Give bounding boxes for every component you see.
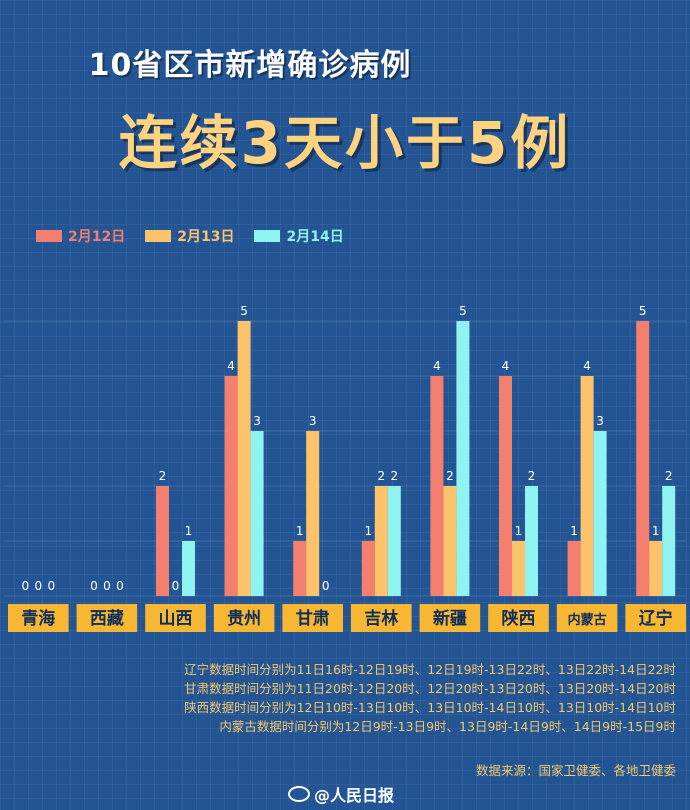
legend-swatch-feb13 [145,230,172,242]
legend-item-feb12: 2月12日 [36,226,125,246]
data-label: 2 [446,469,454,483]
category-label-box [8,604,69,632]
chart-title: 10省区市新增确诊病例 [88,48,412,83]
bar [593,431,607,596]
bar [499,376,512,596]
legend-item-feb14: 2月14日 [254,226,344,246]
data-label: 2 [528,469,536,483]
data-label: 2 [377,469,385,483]
category-label: 山西 [159,609,193,629]
category-label: 吉林 [364,608,398,629]
category-label: 甘肃 [296,608,330,629]
bar [567,541,581,596]
bar [306,431,320,596]
data-label: 1 [296,524,304,538]
data-label: 0 [34,579,42,593]
legend: 2月12日 2月13日 2月14日 [36,226,344,246]
data-label: 0 [21,579,29,593]
data-label: 0 [322,579,330,593]
category-label-box [213,604,275,632]
data-label: 0 [90,579,98,593]
data-label: 5 [459,304,467,318]
data-label: 4 [502,359,510,373]
data-label: 1 [185,524,193,538]
data-label: 4 [227,359,235,373]
category-label-box [625,604,686,632]
legend-item-feb13: 2月13日 [145,226,234,246]
legend-swatch-feb14 [254,230,281,242]
bar [443,486,457,596]
bar [182,541,195,596]
data-label: 5 [639,304,647,318]
data-label: 0 [172,579,180,593]
watermark-text: @人民日报 [314,786,395,805]
data-label: 2 [159,469,167,483]
category-label: 内蒙古 [568,612,607,628]
data-label: 0 [47,579,55,593]
bar [237,321,251,596]
category-label-box [488,604,549,632]
bar [293,541,307,596]
category-label-box [419,604,481,632]
data-label: 3 [596,414,604,428]
data-label: 1 [515,524,523,538]
note-liaoning: 辽宁数据时间分别为11日16时-12日19时、12日19时-13日22时、13日… [184,662,676,677]
category-label: 西藏 [90,609,124,629]
category-label-box [351,604,412,632]
data-label: 1 [652,524,660,538]
bar [430,376,444,596]
category-label-box [145,604,206,632]
legend-swatch-feb12 [36,230,62,242]
bar [636,321,650,596]
data-label: 2 [665,469,673,483]
bar [525,486,538,596]
data-label: 3 [309,414,317,428]
category-label-box [76,604,138,632]
note-neimenggu: 内蒙古数据时间分别为12日9时-13日9时、13日9时-14日9时、14日9时-… [219,719,676,734]
bar [156,486,169,596]
watermark: @人民日报 [288,782,394,806]
bar [361,541,375,596]
category-label: 辽宁 [639,608,673,629]
data-source: 数据来源：国家卫健委、各地卫健委 [475,763,676,778]
weibo-icon [288,786,310,802]
bar [224,376,238,596]
category-label-box [282,604,343,632]
bar [374,486,388,596]
data-label: 4 [583,359,591,373]
category-label-box [556,604,618,632]
chart-subtitle: 连续3天小于5例 [118,109,572,177]
data-label: 1 [570,524,578,538]
legend-label-feb14: 2月14日 [286,229,344,245]
category-label: 新疆 [433,608,467,629]
bar [662,486,676,596]
note-shaanxi: 陕西数据时间分别为12日10时-13日10时、13日10时-14日10时、13日… [184,700,676,715]
category-label: 贵州 [227,608,261,629]
bar [649,541,663,596]
bar [512,541,525,596]
bar [250,431,264,596]
data-label: 3 [253,414,261,428]
category-label: 青海 [21,608,55,629]
bar [387,486,401,596]
data-label: 4 [433,359,441,373]
data-label: 0 [103,579,111,593]
note-gansu: 甘肃数据时间分别为11日20时-12日20时、12日20时-13日20时、13日… [184,681,676,696]
data-label: 2 [390,469,398,483]
bar [456,321,470,596]
data-label: 5 [240,304,248,318]
bar [580,376,594,596]
legend-label-feb12: 2月12日 [68,229,126,245]
notes: 辽宁数据时间分别为11日16时-12日19时、12日19时-13日22时、13日… [184,660,676,736]
category-label: 陕西 [502,608,536,629]
data-label: 1 [364,524,372,538]
data-label: 0 [116,579,124,593]
legend-label-feb13: 2月13日 [177,229,235,245]
